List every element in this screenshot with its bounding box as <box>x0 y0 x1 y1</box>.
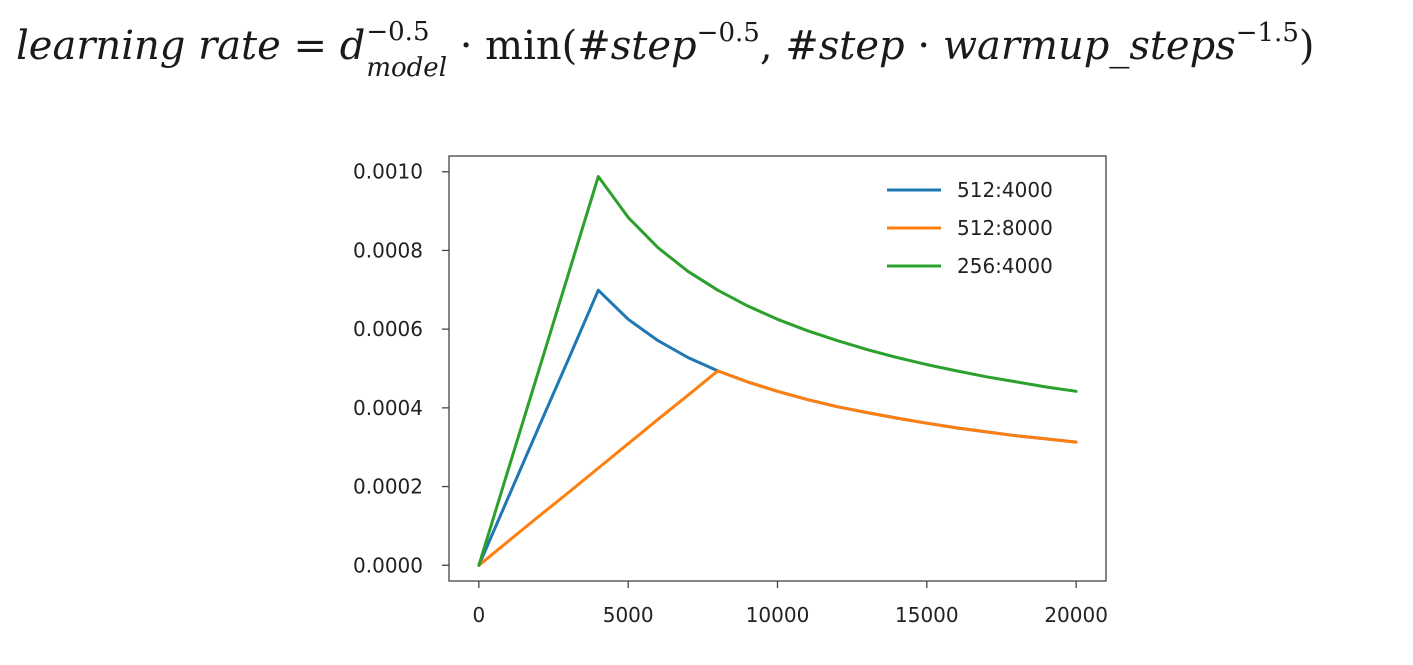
formula-warmup: warmup_steps <box>942 23 1236 69</box>
formula-d-scripts: −0.5 model <box>366 19 447 81</box>
formula-warmup-sup: −1.5 <box>1235 18 1299 48</box>
formula-comma: , <box>759 23 786 69</box>
axes: 0 5000 10000 15000 20000 0.0000 0.0002 0.0004 0.… <box>353 155 1108 627</box>
y-tick-label: 0.0004 <box>353 396 423 420</box>
formula-d-sup: −0.5 <box>366 17 430 47</box>
series-line-512-8000 <box>477 369 1078 567</box>
legend: 512:4000 512:8000 256:4000 <box>887 178 1053 278</box>
formula-equals: = <box>280 23 340 69</box>
y-tick-label: 0.0010 <box>353 160 423 184</box>
y-tick-label: 0.0002 <box>353 475 423 499</box>
x-tick-label: 10000 <box>746 603 810 627</box>
x-tick-label: 0 <box>472 603 485 627</box>
y-tick-label: 0.0008 <box>353 238 423 262</box>
formula-step-2: #step <box>785 23 905 69</box>
formula-dot-1: · <box>447 23 486 69</box>
legend-label: 512:8000 <box>957 216 1053 240</box>
y-tick-label: 0.0000 <box>353 553 423 577</box>
formula-min-open: min( <box>485 23 578 69</box>
formula-d-base: d <box>339 23 366 69</box>
legend-label: 512:4000 <box>957 178 1053 202</box>
series-line-512-4000 <box>477 288 1078 567</box>
legend-label: 256:4000 <box>957 254 1053 278</box>
plot-area <box>477 175 1078 567</box>
formula-step-1-sup: −0.5 <box>696 18 760 48</box>
formula-close: ) <box>1298 23 1315 69</box>
y-tick-label: 0.0006 <box>353 317 423 341</box>
x-tick-label: 5000 <box>603 603 654 627</box>
formula-dot-2: · <box>904 23 943 69</box>
learning-rate-formula: learning rate = d −0.5 model · min(#step−0… <box>16 19 1315 81</box>
formula-lhs: learning rate <box>16 23 281 69</box>
formula-step-1: #step <box>577 23 697 69</box>
x-tick-label: 20000 <box>1044 603 1108 627</box>
x-tick-label: 15000 <box>895 603 959 627</box>
series-line-256-4000 <box>477 175 1078 567</box>
formula-d-sub: model <box>366 53 448 83</box>
